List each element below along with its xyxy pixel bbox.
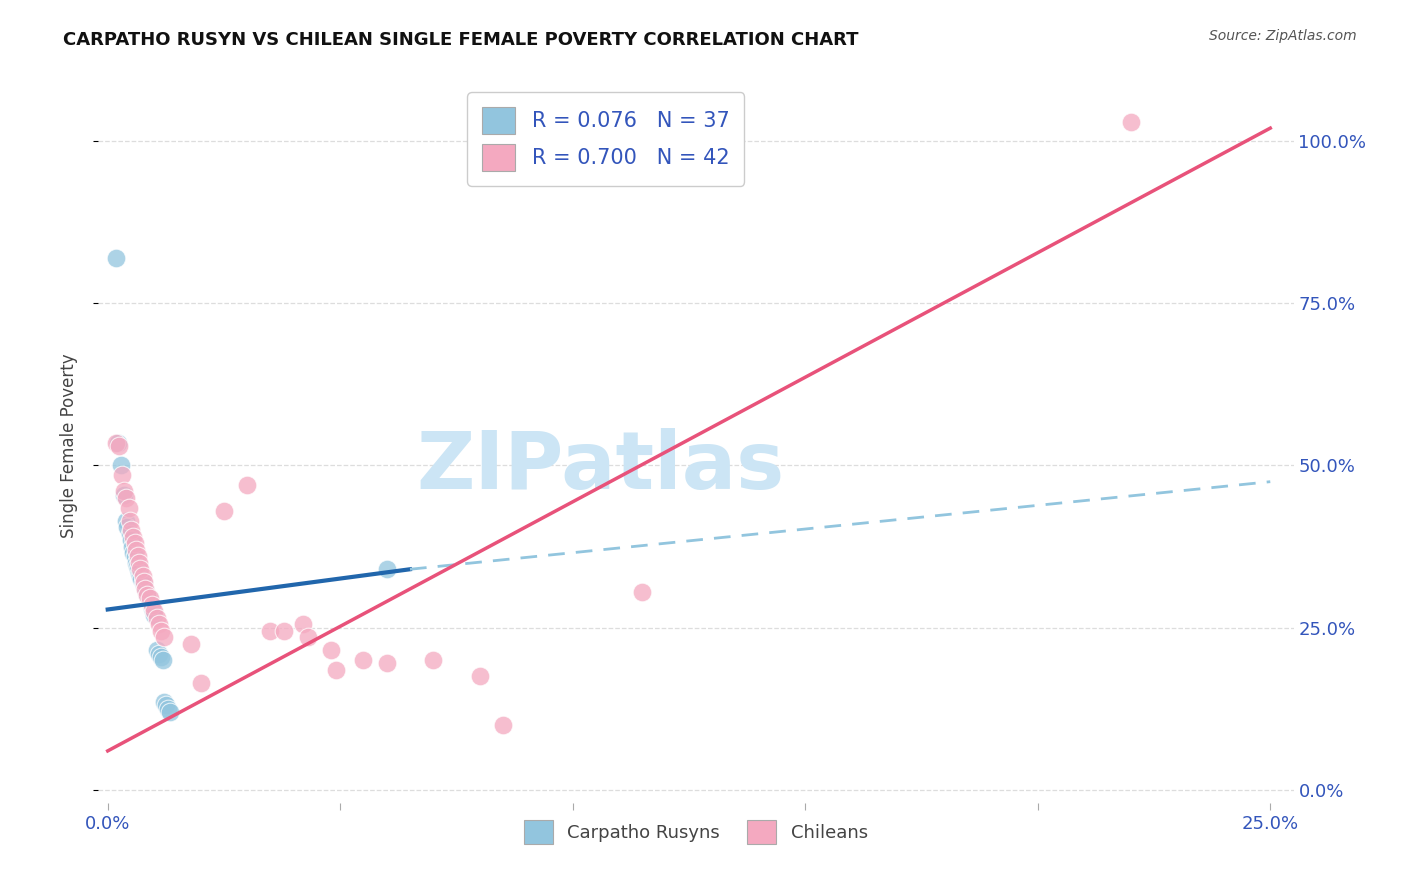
Point bbox=[150, 624, 173, 638]
Point bbox=[115, 514, 138, 528]
Point bbox=[492, 718, 515, 732]
Point bbox=[112, 484, 135, 499]
Point bbox=[236, 478, 259, 492]
Point bbox=[128, 556, 150, 570]
Point bbox=[152, 631, 174, 645]
Point bbox=[124, 549, 146, 564]
Text: CARPATHO RUSYN VS CHILEAN SINGLE FEMALE POVERTY CORRELATION CHART: CARPATHO RUSYN VS CHILEAN SINGLE FEMALE … bbox=[63, 31, 859, 49]
Point bbox=[375, 562, 398, 576]
Point bbox=[190, 675, 212, 690]
Point bbox=[1119, 114, 1142, 128]
Point bbox=[134, 582, 156, 596]
Point bbox=[129, 572, 152, 586]
Point bbox=[111, 468, 134, 483]
Point bbox=[122, 530, 145, 544]
Point bbox=[127, 562, 149, 576]
Point bbox=[142, 604, 165, 618]
Point bbox=[138, 595, 160, 609]
Point bbox=[155, 698, 177, 713]
Point bbox=[131, 575, 153, 590]
Point bbox=[129, 568, 152, 582]
Point bbox=[145, 643, 167, 657]
Point bbox=[159, 705, 181, 719]
Point bbox=[259, 624, 281, 638]
Point bbox=[135, 585, 157, 599]
Point bbox=[136, 588, 159, 602]
Point bbox=[118, 526, 141, 541]
Text: Source: ZipAtlas.com: Source: ZipAtlas.com bbox=[1209, 29, 1357, 43]
Point bbox=[139, 598, 162, 612]
Point bbox=[105, 251, 128, 265]
Point bbox=[143, 604, 166, 618]
Point bbox=[112, 488, 135, 502]
Point bbox=[128, 566, 150, 580]
Point bbox=[138, 591, 160, 606]
Point bbox=[129, 562, 152, 576]
Point bbox=[143, 607, 166, 622]
Point bbox=[136, 588, 159, 602]
Point bbox=[107, 435, 129, 450]
Point bbox=[180, 637, 202, 651]
Point bbox=[117, 520, 139, 534]
Point bbox=[273, 624, 295, 638]
Point bbox=[468, 669, 491, 683]
Point bbox=[138, 591, 160, 606]
Point bbox=[145, 611, 167, 625]
Point bbox=[118, 514, 141, 528]
Point bbox=[134, 582, 156, 596]
Point bbox=[108, 439, 131, 453]
Point bbox=[124, 542, 146, 557]
Text: ZIPatlas: ZIPatlas bbox=[416, 428, 785, 507]
Point bbox=[422, 653, 444, 667]
Legend: Carpatho Rusyns, Chileans: Carpatho Rusyns, Chileans bbox=[517, 814, 875, 851]
Point bbox=[152, 653, 174, 667]
Point bbox=[325, 663, 347, 677]
Point bbox=[121, 540, 143, 554]
Point bbox=[319, 643, 342, 657]
Point bbox=[631, 585, 654, 599]
Point bbox=[115, 491, 138, 505]
Point bbox=[132, 575, 155, 590]
Point bbox=[105, 435, 128, 450]
Point bbox=[292, 617, 315, 632]
Point bbox=[150, 649, 173, 664]
Point bbox=[110, 458, 132, 473]
Point bbox=[353, 653, 375, 667]
Point bbox=[132, 578, 155, 592]
Point bbox=[148, 617, 170, 632]
Point bbox=[120, 524, 142, 538]
Point bbox=[148, 647, 170, 661]
Point bbox=[375, 657, 398, 671]
Point bbox=[157, 702, 180, 716]
Point bbox=[124, 556, 146, 570]
Point bbox=[141, 598, 163, 612]
Point bbox=[127, 549, 149, 564]
Point bbox=[297, 631, 319, 645]
Point bbox=[131, 568, 153, 582]
Point bbox=[141, 601, 163, 615]
Point bbox=[152, 695, 174, 709]
Y-axis label: Single Female Poverty: Single Female Poverty bbox=[59, 354, 77, 538]
Point bbox=[120, 533, 142, 547]
Point bbox=[212, 504, 235, 518]
Point bbox=[117, 500, 139, 515]
Point bbox=[125, 559, 148, 574]
Point bbox=[124, 536, 146, 550]
Point bbox=[122, 546, 145, 560]
